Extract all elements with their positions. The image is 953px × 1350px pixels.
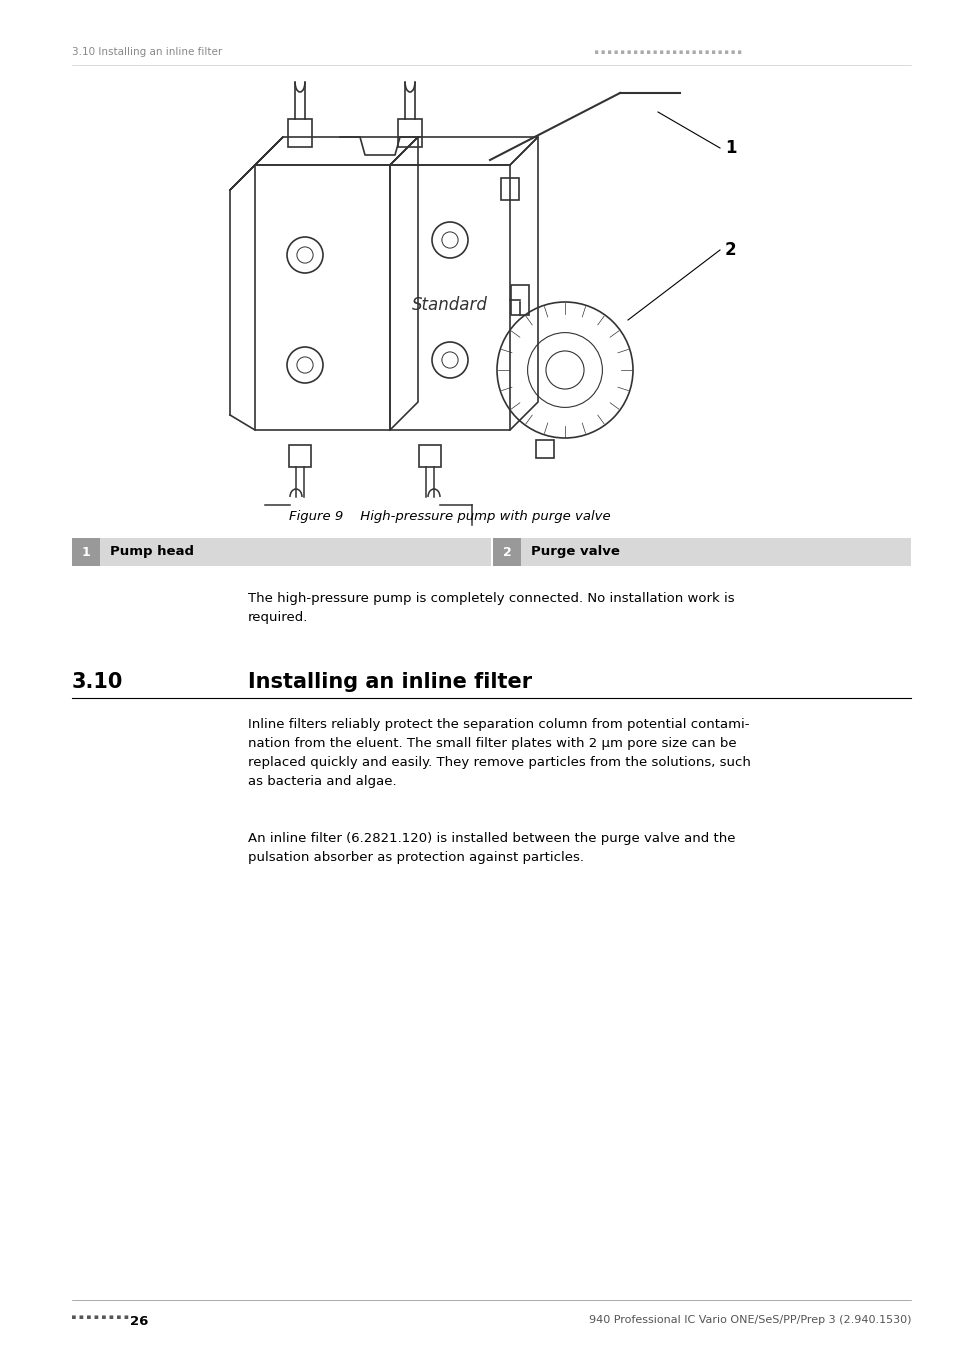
Bar — [500, 178, 518, 200]
Text: 3.10: 3.10 — [71, 672, 123, 693]
Text: 2: 2 — [724, 242, 736, 259]
Bar — [71, 539, 99, 566]
Text: An inline filter (6.2821.120) is installed between the purge valve and the
pulsa: An inline filter (6.2821.120) is install… — [248, 832, 735, 864]
Bar — [288, 119, 312, 147]
Bar — [289, 446, 311, 467]
Text: 3.10 Installing an inline filter: 3.10 Installing an inline filter — [71, 47, 221, 57]
Text: 2: 2 — [502, 545, 511, 559]
Bar — [71, 539, 491, 566]
Text: 940 Professional IC Vario ONE/SeS/PP/Prep 3 (2.940.1530): 940 Professional IC Vario ONE/SeS/PP/Pre… — [588, 1315, 910, 1324]
Text: 26: 26 — [130, 1315, 148, 1328]
Bar — [493, 539, 520, 566]
Text: 1: 1 — [81, 545, 90, 559]
Text: ■ ■ ■ ■ ■ ■ ■ ■: ■ ■ ■ ■ ■ ■ ■ ■ — [71, 1315, 132, 1320]
Text: ■ ■ ■ ■ ■ ■ ■ ■ ■ ■ ■ ■ ■ ■ ■ ■ ■ ■ ■ ■ ■ ■ ■: ■ ■ ■ ■ ■ ■ ■ ■ ■ ■ ■ ■ ■ ■ ■ ■ ■ ■ ■ ■ … — [595, 50, 743, 54]
Text: 1: 1 — [724, 139, 736, 157]
Text: The high-pressure pump is completely connected. No installation work is
required: The high-pressure pump is completely con… — [248, 593, 734, 624]
Bar — [493, 539, 910, 566]
Text: Pump head: Pump head — [110, 545, 193, 559]
Text: Standard: Standard — [412, 296, 487, 315]
Bar — [397, 119, 421, 147]
Bar — [418, 446, 440, 467]
Text: Purge valve: Purge valve — [531, 545, 619, 559]
Text: Installing an inline filter: Installing an inline filter — [248, 672, 532, 693]
Bar — [536, 440, 554, 458]
Text: Figure 9    High-pressure pump with purge valve: Figure 9 High-pressure pump with purge v… — [289, 510, 610, 522]
Text: Inline filters reliably protect the separation column from potential contami-
na: Inline filters reliably protect the sepa… — [248, 718, 750, 788]
Bar — [511, 285, 529, 315]
